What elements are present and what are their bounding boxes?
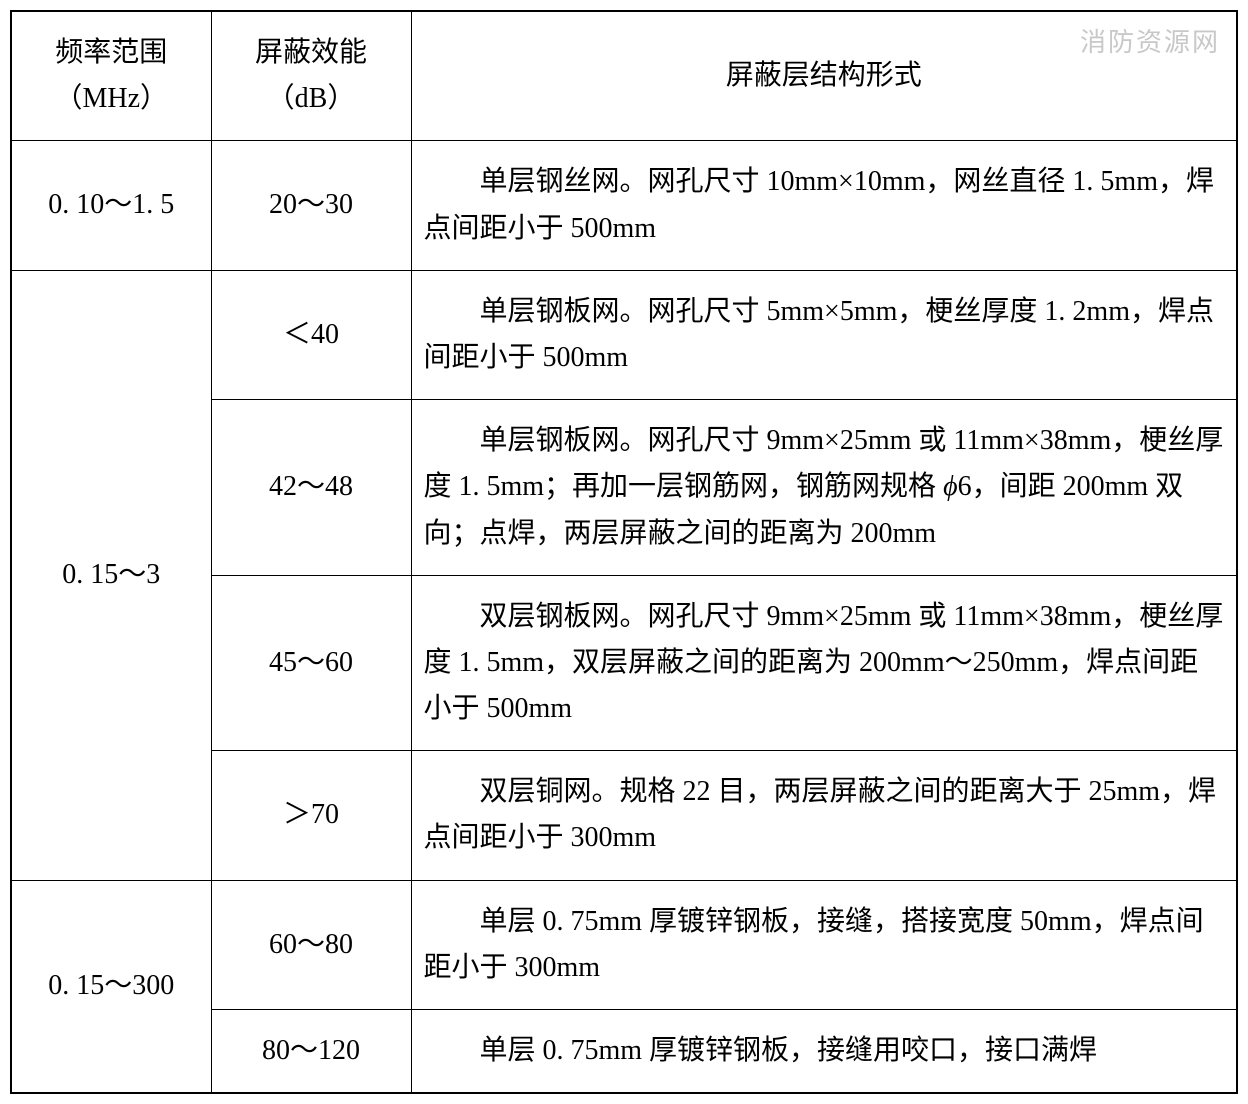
phi-symbol: ϕ bbox=[943, 471, 958, 502]
header-db-label: 屏蔽效能 bbox=[255, 37, 367, 68]
freq-cell: 0. 15～3 bbox=[11, 270, 211, 880]
desc-cell: 单层钢板网。网孔尺寸 5mm×5mm，梗丝厚度 1. 2mm，焊点间距小于 50… bbox=[411, 270, 1237, 399]
db-cell: 45～60 bbox=[211, 575, 411, 751]
header-frequency: 频率范围 （MHz） bbox=[11, 11, 211, 141]
desc-cell: 单层 0. 75mm 厚镀锌钢板，接缝用咬口，接口满焊 bbox=[411, 1010, 1237, 1094]
db-cell: 60～80 bbox=[211, 880, 411, 1009]
desc-cell: 单层钢丝网。网孔尺寸 10mm×10mm，网丝直径 1. 5mm，焊点间距小于 … bbox=[411, 141, 1237, 270]
shielding-table: 频率范围 （MHz） 屏蔽效能 （dB） 屏蔽层结构形式 0. 10～1. 5 … bbox=[10, 10, 1238, 1094]
header-row: 频率范围 （MHz） 屏蔽效能 （dB） 屏蔽层结构形式 bbox=[11, 11, 1237, 141]
header-db-unit: （dB） bbox=[267, 83, 356, 114]
header-effectiveness: 屏蔽效能 （dB） bbox=[211, 11, 411, 141]
table-row: 0. 10～1. 5 20～30 单层钢丝网。网孔尺寸 10mm×10mm，网丝… bbox=[11, 141, 1237, 270]
db-cell: ＜40 bbox=[211, 270, 411, 399]
header-freq-unit: （MHz） bbox=[54, 83, 168, 114]
desc-cell: 双层钢板网。网孔尺寸 9mm×25mm 或 11mm×38mm，梗丝厚度 1. … bbox=[411, 575, 1237, 751]
desc-cell: 双层铜网。规格 22 目，两层屏蔽之间的距离大于 25mm，焊点间距小于 300… bbox=[411, 751, 1237, 880]
header-freq-label: 频率范围 bbox=[55, 37, 167, 68]
table-container: 消防资源网 频率范围 （MHz） 屏蔽效能 （dB） 屏蔽层结构形式 0. 10… bbox=[10, 10, 1238, 1094]
db-cell: 42～48 bbox=[211, 400, 411, 576]
db-cell: 20～30 bbox=[211, 141, 411, 270]
watermark-text: 消防资源网 bbox=[1080, 22, 1220, 59]
db-cell: 80～120 bbox=[211, 1010, 411, 1094]
db-cell: ＞70 bbox=[211, 751, 411, 880]
table-row: 0. 15～3 ＜40 单层钢板网。网孔尺寸 5mm×5mm，梗丝厚度 1. 2… bbox=[11, 270, 1237, 399]
freq-cell: 0. 15～300 bbox=[11, 880, 211, 1093]
freq-cell: 0. 10～1. 5 bbox=[11, 141, 211, 270]
table-row: 0. 15～300 60～80 单层 0. 75mm 厚镀锌钢板，接缝，搭接宽度… bbox=[11, 880, 1237, 1009]
desc-cell: 单层钢板网。网孔尺寸 9mm×25mm 或 11mm×38mm，梗丝厚度 1. … bbox=[411, 400, 1237, 576]
desc-cell: 单层 0. 75mm 厚镀锌钢板，接缝，搭接宽度 50mm，焊点间距小于 300… bbox=[411, 880, 1237, 1009]
